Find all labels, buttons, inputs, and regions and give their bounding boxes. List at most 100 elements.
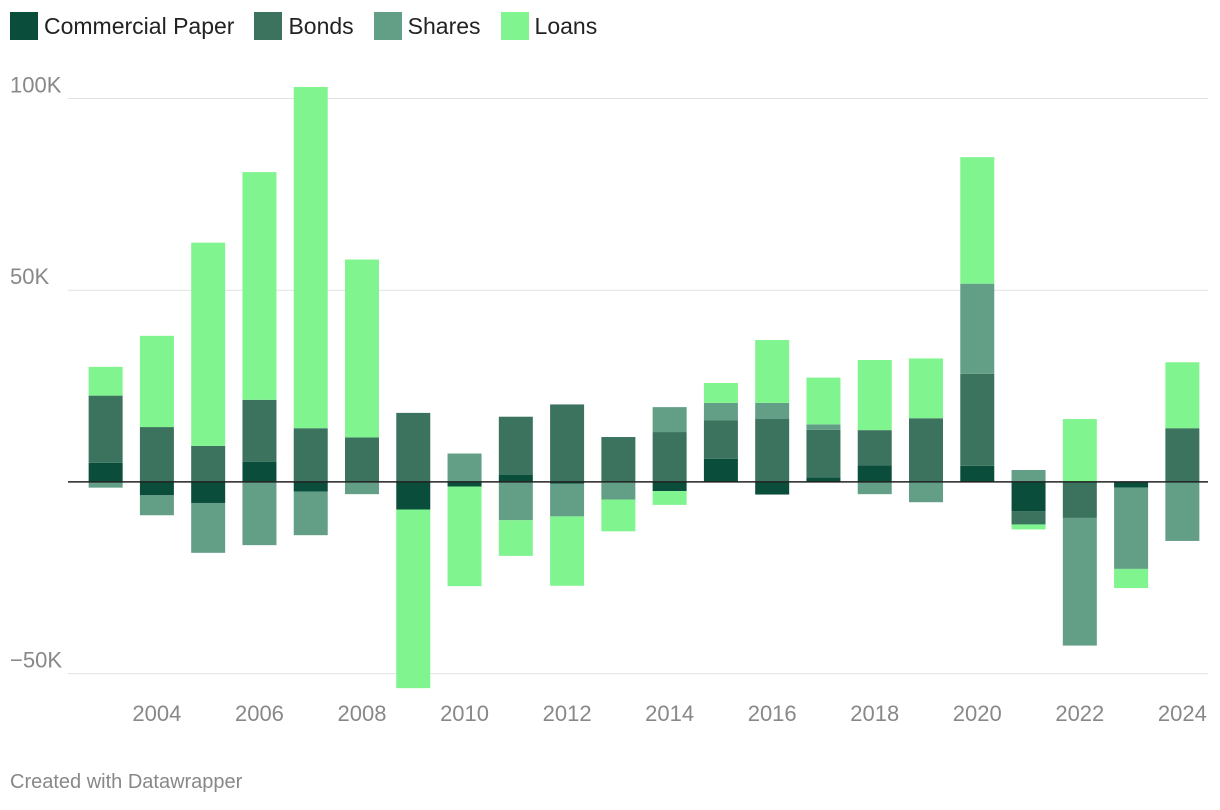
bars bbox=[88, 87, 1200, 689]
bar-loans-2019 bbox=[909, 358, 943, 419]
bar-commercial-paper-2004 bbox=[139, 481, 174, 496]
bar-loans-2004 bbox=[139, 335, 174, 428]
bar-shares-2004 bbox=[139, 495, 174, 516]
bar-commercial-paper-2007 bbox=[293, 481, 328, 492]
x-tick-label-2008: 2008 bbox=[338, 701, 387, 726]
bar-loans-2013 bbox=[601, 499, 636, 532]
bar-bonds-2019 bbox=[909, 418, 943, 482]
bar-bonds-2007 bbox=[293, 428, 328, 482]
bar-shares-2022 bbox=[1062, 517, 1097, 646]
x-tick-label-2024: 2024 bbox=[1158, 701, 1207, 726]
bar-loans-2018 bbox=[857, 359, 892, 431]
bar-loans-2015 bbox=[703, 382, 738, 403]
bar-commercial-paper-2020 bbox=[960, 465, 995, 482]
bar-shares-2013 bbox=[601, 481, 636, 500]
x-tick-label-2010: 2010 bbox=[440, 701, 489, 726]
bar-commercial-paper-2023 bbox=[1114, 481, 1149, 488]
bar-bonds-2016 bbox=[755, 419, 790, 482]
bar-commercial-paper-2009 bbox=[396, 481, 431, 510]
legend-item-commercial-paper[interactable]: Commercial Paper bbox=[10, 12, 234, 40]
bar-shares-2023 bbox=[1114, 487, 1149, 569]
bar-bonds-2015 bbox=[703, 420, 738, 459]
x-tick-label-2016: 2016 bbox=[748, 701, 797, 726]
legend-swatch-shares bbox=[373, 12, 402, 40]
x-tick-label-2022: 2022 bbox=[1055, 701, 1104, 726]
bar-commercial-paper-2012 bbox=[550, 481, 585, 484]
bar-bonds-2024 bbox=[1165, 428, 1200, 482]
bar-loans-2011 bbox=[498, 520, 533, 556]
bar-loans-2012 bbox=[550, 516, 585, 586]
bar-loans-2021 bbox=[1011, 524, 1046, 530]
bar-shares-2010 bbox=[447, 453, 482, 482]
bar-shares-2007 bbox=[293, 491, 328, 536]
legend-label-shares: Shares bbox=[407, 12, 481, 39]
bar-shares-2020 bbox=[960, 283, 995, 374]
bar-bonds-2021 bbox=[1011, 511, 1046, 525]
bar-commercial-paper-2018 bbox=[857, 465, 892, 482]
bar-shares-2011 bbox=[498, 481, 533, 521]
bar-loans-2008 bbox=[345, 259, 379, 438]
bar-shares-2019 bbox=[909, 481, 943, 503]
bar-shares-2017 bbox=[806, 424, 841, 430]
bar-bonds-2004 bbox=[139, 427, 174, 482]
bar-loans-2014 bbox=[652, 491, 687, 505]
bar-commercial-paper-2017 bbox=[806, 477, 841, 482]
x-tick-label-2018: 2018 bbox=[850, 701, 899, 726]
bar-loans-2009 bbox=[396, 509, 431, 689]
bar-bonds-2005 bbox=[191, 445, 226, 482]
legend-item-bonds[interactable]: Bonds bbox=[254, 12, 354, 40]
y-tick-label-1: 50K bbox=[10, 264, 49, 289]
footer-credit: Created with Datawrapper bbox=[10, 771, 243, 793]
bar-bonds-2020 bbox=[960, 373, 995, 466]
bar-bonds-2008 bbox=[345, 437, 379, 482]
bar-commercial-paper-2010 bbox=[447, 481, 482, 487]
bar-shares-2008 bbox=[345, 481, 379, 495]
bar-shares-2018 bbox=[857, 481, 892, 495]
bar-shares-2006 bbox=[242, 481, 277, 546]
bar-commercial-paper-2015 bbox=[703, 458, 738, 482]
bar-bonds-2006 bbox=[242, 399, 277, 462]
bar-bonds-2022 bbox=[1062, 481, 1097, 518]
legend-label-commercial-paper: Commercial Paper bbox=[44, 12, 235, 39]
x-tick-label-2014: 2014 bbox=[645, 701, 694, 726]
bar-bonds-2003 bbox=[88, 395, 123, 463]
x-tick-label-2006: 2006 bbox=[235, 701, 284, 726]
bar-loans-2020 bbox=[960, 157, 995, 284]
bar-bonds-2014 bbox=[652, 432, 687, 482]
bar-shares-2021 bbox=[1011, 470, 1046, 482]
bar-loans-2006 bbox=[242, 172, 277, 400]
legend-label-bonds: Bonds bbox=[288, 12, 354, 39]
bar-loans-2017 bbox=[806, 377, 841, 425]
bar-commercial-paper-2006 bbox=[242, 461, 277, 482]
bar-commercial-paper-2011 bbox=[498, 474, 533, 482]
bar-bonds-2012 bbox=[550, 404, 585, 482]
y-tick-label-2: −50K bbox=[10, 648, 62, 673]
bar-shares-2016 bbox=[755, 402, 790, 420]
legend-item-shares[interactable]: Shares bbox=[373, 12, 481, 40]
bar-commercial-paper-2016 bbox=[755, 481, 790, 495]
bar-shares-2014 bbox=[652, 407, 687, 433]
bar-loans-2003 bbox=[88, 366, 123, 396]
x-axis-ticks: 2004 2006 2008 2010 2012 2014 2016 2018 2020 2022… bbox=[132, 701, 1206, 726]
gridlines bbox=[68, 98, 1208, 675]
bar-bonds-2013 bbox=[601, 437, 636, 482]
legend-swatch-loans bbox=[500, 12, 529, 40]
bar-loans-2024 bbox=[1165, 362, 1200, 429]
legend-item-loans[interactable]: Loans bbox=[500, 12, 597, 40]
bar-loans-2005 bbox=[191, 242, 226, 446]
x-tick-label-2012: 2012 bbox=[543, 701, 592, 726]
bar-commercial-paper-2003 bbox=[88, 462, 123, 482]
bar-loans-2022 bbox=[1062, 419, 1097, 482]
bar-shares-2005 bbox=[191, 502, 226, 553]
bar-shares-2015 bbox=[703, 402, 738, 421]
legend: Commercial Paper Bonds Shares Loans bbox=[10, 12, 617, 40]
bar-bonds-2009 bbox=[396, 412, 431, 482]
y-axis-ticks: 100K 50K −50K bbox=[10, 73, 62, 673]
bar-loans-2007 bbox=[293, 87, 328, 429]
bar-bonds-2017 bbox=[806, 429, 841, 478]
bar-loans-2023 bbox=[1114, 568, 1149, 589]
bar-loans-2010 bbox=[447, 486, 482, 587]
bar-commercial-paper-2005 bbox=[191, 481, 226, 503]
bar-shares-2003 bbox=[88, 481, 123, 488]
